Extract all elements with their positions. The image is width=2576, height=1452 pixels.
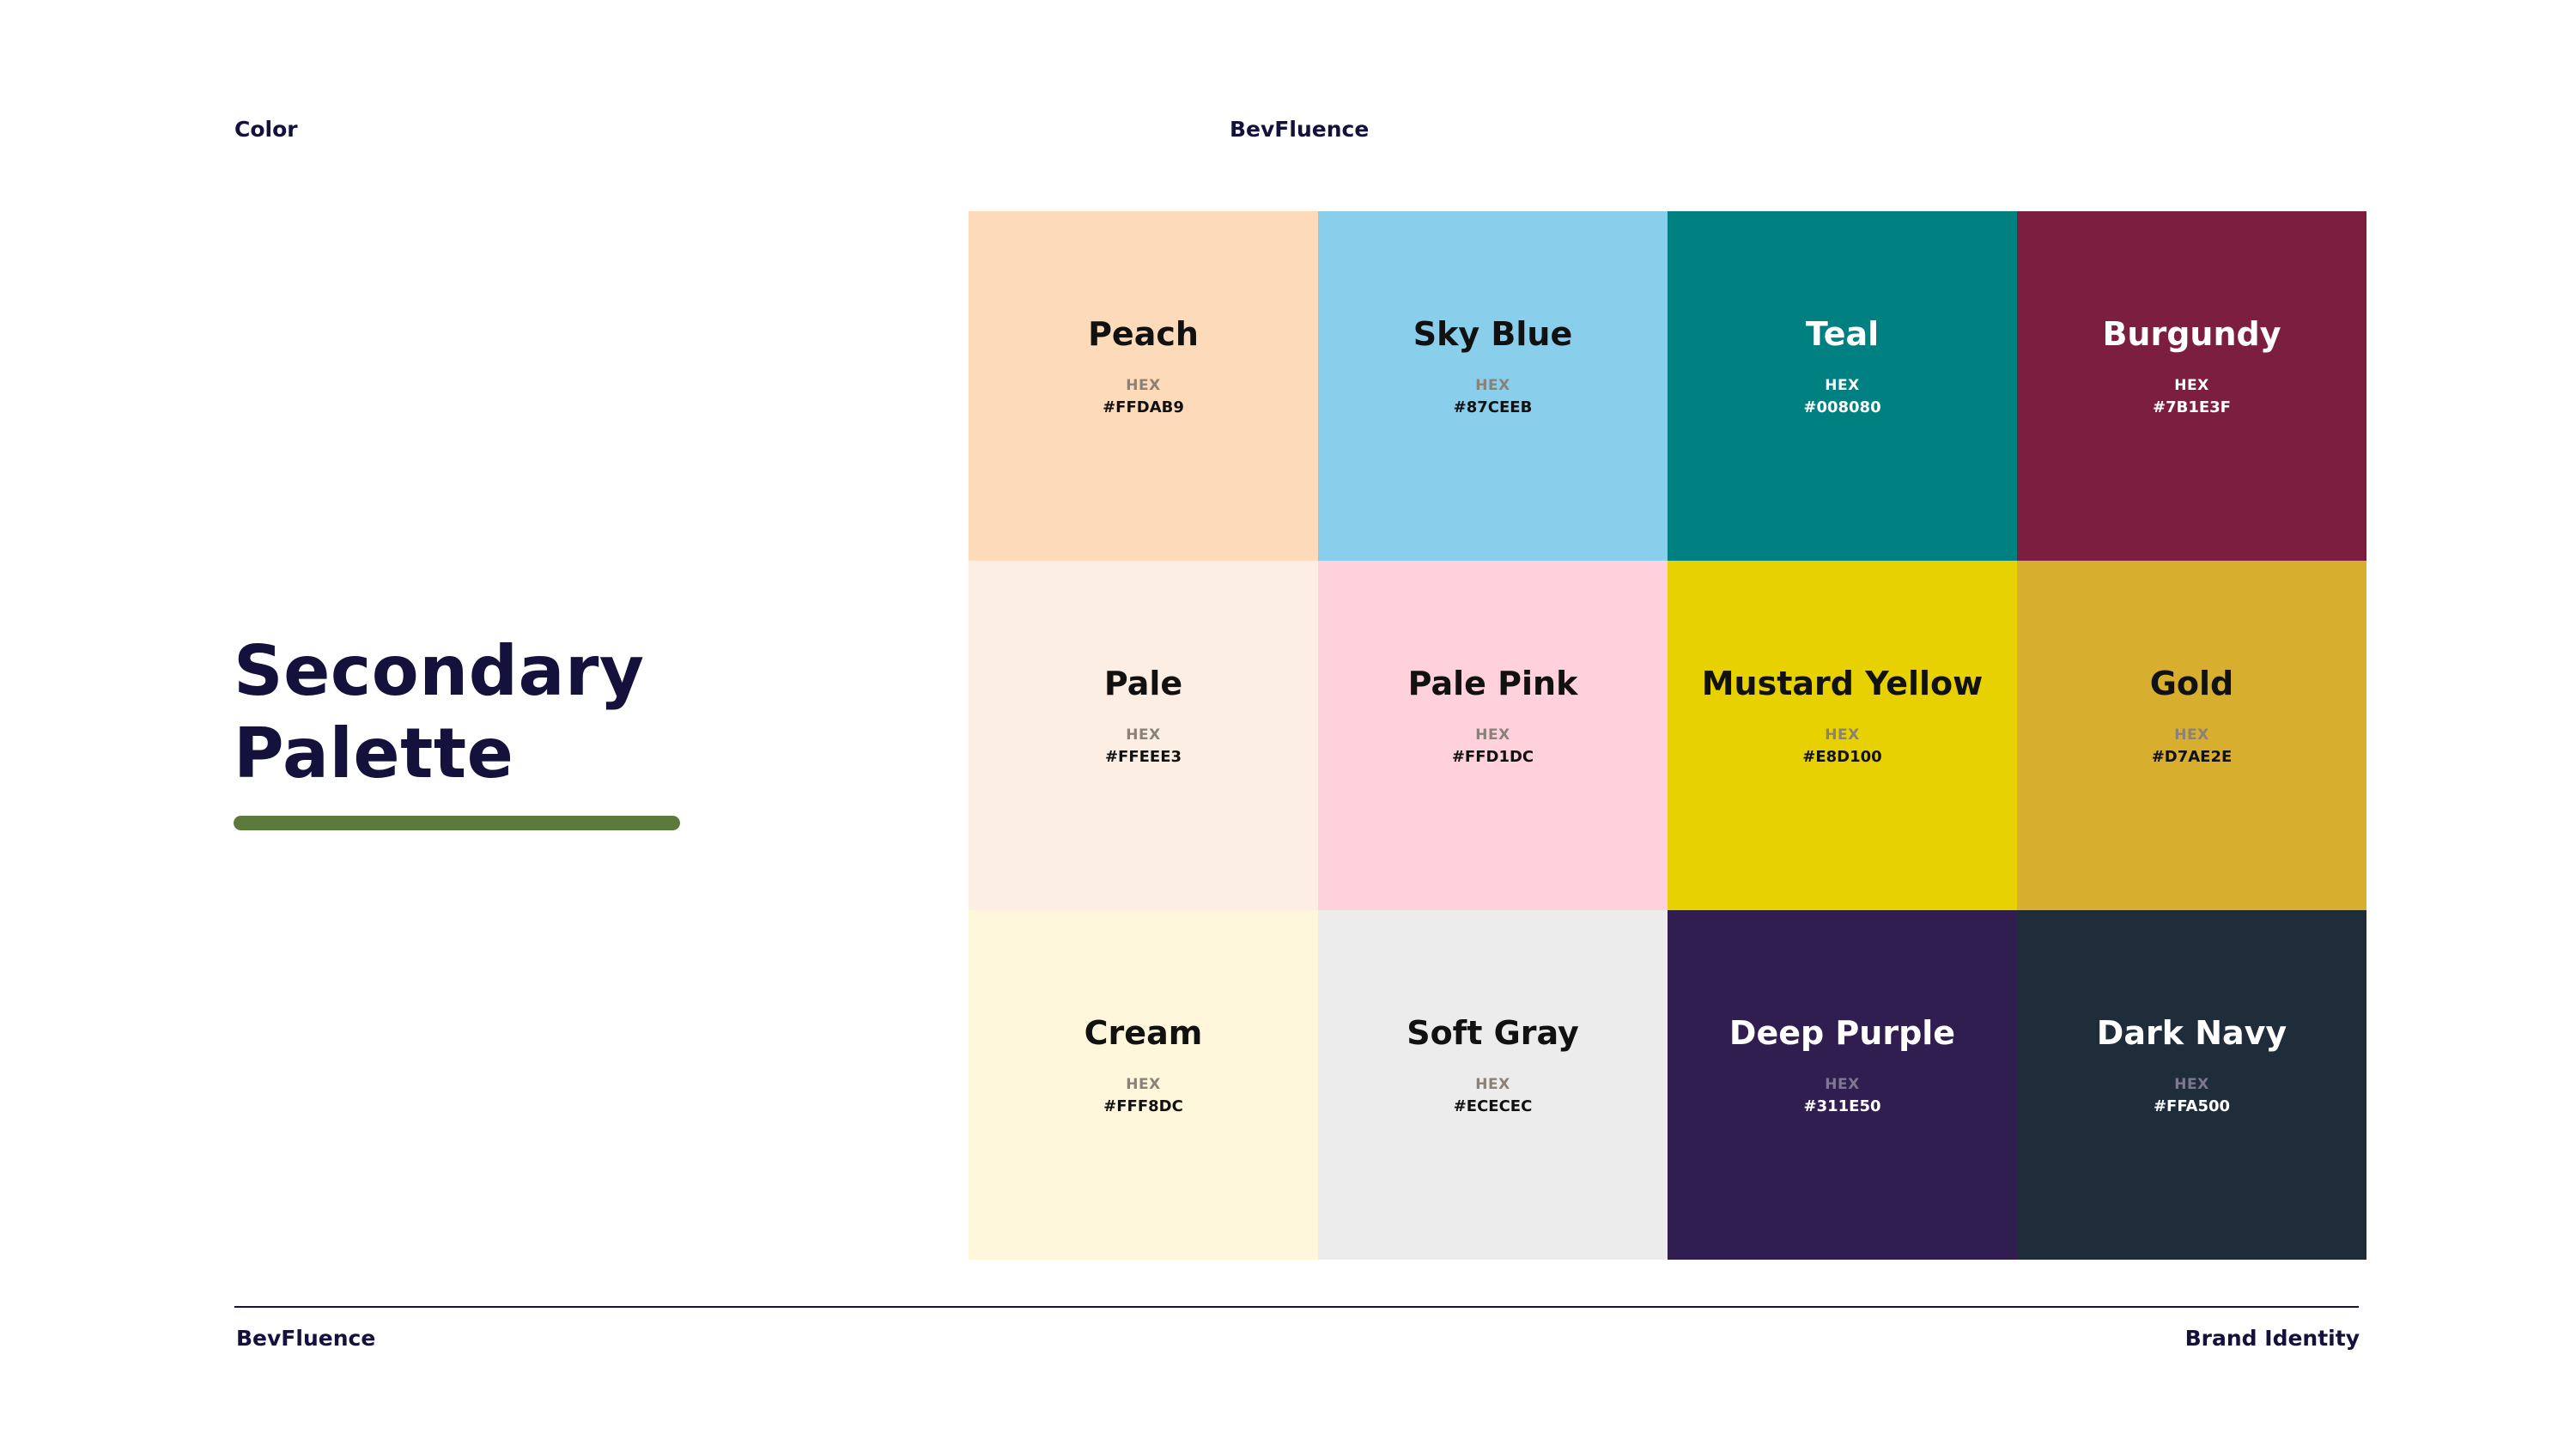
swatch-name: Burgundy: [2102, 315, 2281, 353]
swatch-name: Gold: [2149, 665, 2234, 702]
swatch-hex-value: #FFF8DC: [1103, 1097, 1183, 1115]
page-title: Secondary Palette: [234, 630, 835, 795]
footer-section-title: Brand Identity: [2184, 1326, 2360, 1351]
swatch-name: Deep Purple: [1728, 1014, 1956, 1052]
swatch-hex-value: #D7AE2E: [2151, 748, 2233, 766]
title-underline: [234, 816, 680, 830]
title-block: Secondary Palette: [234, 630, 835, 830]
header-brand: BevFluence: [1230, 117, 1370, 142]
swatch-deep-purple: Deep Purple HEX #311E50: [1668, 910, 2017, 1260]
section-label: Color: [234, 117, 298, 142]
swatch-name: Sky Blue: [1413, 315, 1573, 353]
swatch-mustard-yellow: Mustard Yellow HEX #E8D100: [1668, 561, 2017, 910]
swatch-gold: Gold HEX #D7AE2E: [2017, 561, 2366, 910]
swatch-name: Teal: [1805, 315, 1880, 353]
swatch-hex-label: HEX: [1475, 1076, 1510, 1093]
swatch-hex-label: HEX: [2174, 377, 2209, 394]
swatch-peach: Peach HEX #FFDAB9: [969, 211, 1318, 561]
footer-brand: BevFluence: [236, 1326, 376, 1351]
swatch-name: Dark Navy: [2096, 1014, 2287, 1052]
swatch-hex-value: #FFEEE3: [1104, 748, 1182, 766]
palette-grid: Peach HEX #FFDAB9 Sky Blue HEX #87CEEB T…: [969, 211, 2366, 1260]
swatch-hex-label: HEX: [1126, 1076, 1161, 1093]
swatch-hex-label: HEX: [1126, 377, 1161, 394]
swatch-dark-navy: Dark Navy HEX #FFA500: [2017, 910, 2366, 1260]
swatch-name: Mustard Yellow: [1701, 665, 1984, 702]
swatch-pale-pink: Pale Pink HEX #FFD1DC: [1318, 561, 1668, 910]
swatch-hex-label: HEX: [1126, 726, 1161, 744]
swatch-hex-value: #7B1E3F: [2153, 398, 2231, 416]
swatch-hex-label: HEX: [1475, 726, 1510, 744]
swatch-teal: Teal HEX #008080: [1668, 211, 2017, 561]
swatch-pale: Pale HEX #FFEEE3: [969, 561, 1318, 910]
swatch-hex-label: HEX: [2174, 726, 2209, 744]
swatch-hex-value: #311E50: [1803, 1097, 1881, 1115]
footer-divider: [234, 1306, 2359, 1308]
swatch-hex-label: HEX: [1825, 377, 1860, 394]
swatch-name: Soft Gray: [1406, 1014, 1579, 1052]
swatch-name: Cream: [1084, 1014, 1203, 1052]
swatch-burgundy: Burgundy HEX #7B1E3F: [2017, 211, 2366, 561]
page-title-line-1: Secondary: [234, 631, 645, 711]
swatch-hex-value: #008080: [1803, 398, 1881, 416]
swatch-hex-value: #87CEEB: [1453, 398, 1533, 416]
swatch-hex-value: #ECECEC: [1453, 1097, 1533, 1115]
swatch-cream: Cream HEX #FFF8DC: [969, 910, 1318, 1260]
page-title-line-2: Palette: [234, 714, 514, 793]
swatch-hex-value: #FFDAB9: [1103, 398, 1184, 416]
swatch-sky-blue: Sky Blue HEX #87CEEB: [1318, 211, 1668, 561]
swatch-soft-gray: Soft Gray HEX #ECECEC: [1318, 910, 1668, 1260]
swatch-hex-label: HEX: [2174, 1076, 2209, 1093]
swatch-hex-value: #E8D100: [1802, 748, 1882, 766]
swatch-hex-label: HEX: [1825, 1076, 1860, 1093]
swatch-hex-label: HEX: [1825, 726, 1860, 744]
swatch-hex-label: HEX: [1475, 377, 1510, 394]
swatch-name: Pale: [1103, 665, 1183, 702]
swatch-name: Pale Pink: [1407, 665, 1578, 702]
swatch-hex-value: #FFA500: [2153, 1097, 2231, 1115]
swatch-name: Peach: [1088, 315, 1199, 353]
swatch-hex-value: #FFD1DC: [1451, 748, 1534, 766]
